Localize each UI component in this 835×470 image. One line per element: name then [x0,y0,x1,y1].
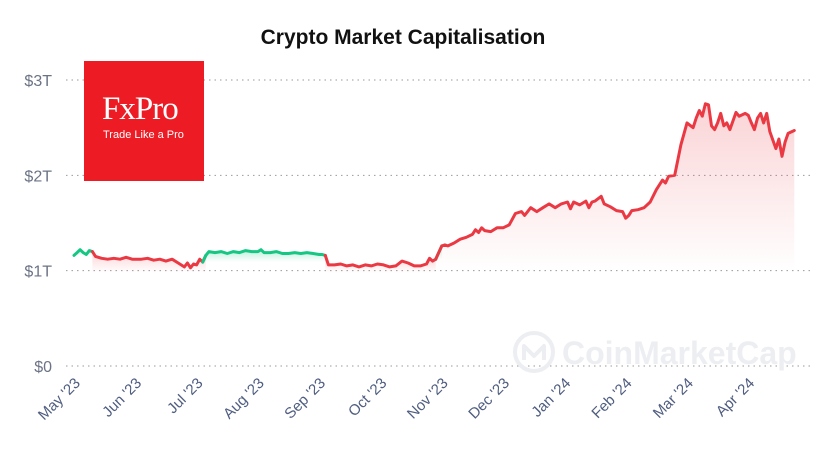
x-tick-label: Nov '23 [404,375,452,423]
x-tick-label: Jan '24 [528,375,574,421]
x-tick-label: Oct '23 [345,375,390,420]
logo-tagline: Trade Like a Pro [103,129,184,141]
watermark-logo-mark [522,344,546,360]
series-line-segment [201,248,327,264]
x-tick-label: Feb '24 [588,375,635,422]
x-tick-label: Aug '23 [220,375,268,423]
logo-brand: FxPro [102,91,179,127]
y-tick-label: $2T [24,168,52,185]
series-area-segment [435,103,795,273]
x-tick-label: Dec '23 [465,375,513,423]
fxpro-logo: FxPro Trade Like a Pro [84,61,204,181]
series-area-segment [92,251,206,273]
x-axis-ticks: May '23 Jun '23 Jul '23 Aug '23 Sep '23 Oct '… [35,375,758,424]
x-tick-label: Sep '23 [281,375,329,423]
y-tick-label: $1T [24,264,52,281]
x-tick-label: Jun '23 [99,375,145,421]
watermark-logo-icon [513,331,555,373]
chart-title: Crypto Market Capitalisation [261,26,546,49]
watermark: CoinMarketCap [513,331,797,373]
x-tick-label: Apr '24 [713,375,758,420]
x-tick-label: Jul '23 [164,375,206,417]
series-area-segment [325,255,436,273]
x-tick-label: Mar '24 [650,375,697,422]
series-line [72,102,796,270]
y-tick-label: $3T [24,73,52,90]
series-line-segment [72,248,94,257]
y-tick-label: $0 [34,359,52,376]
series-line-segment [434,102,796,261]
series-line-segment [323,253,438,269]
y-axis-ticks: $0 $1T $2T $3T [24,73,52,376]
watermark-text: CoinMarketCap [562,335,797,371]
x-tick-label: May '23 [35,375,84,424]
series-line-segment [90,250,208,270]
